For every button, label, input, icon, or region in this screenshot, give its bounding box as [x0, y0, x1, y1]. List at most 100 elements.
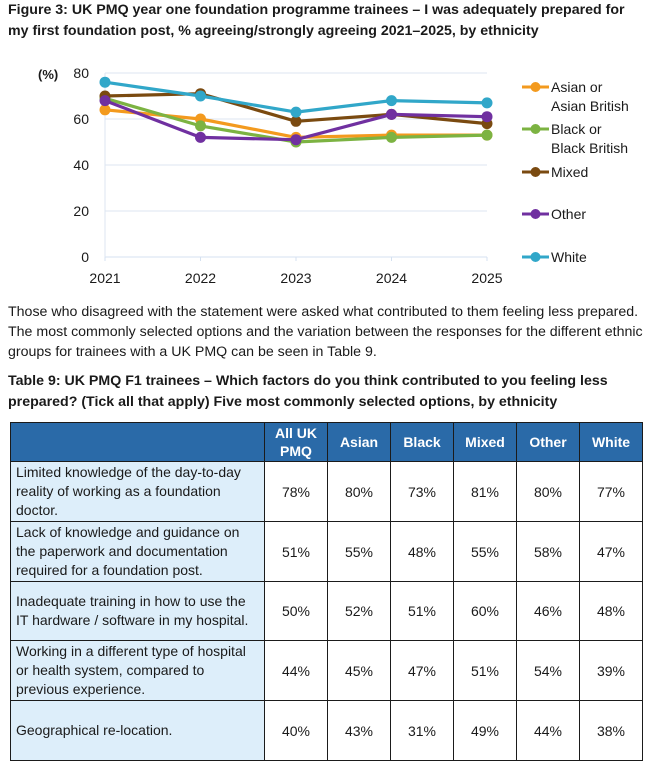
figure-title: Figure 3: UK PMQ year one foundation pro… [8, 2, 625, 39]
table-row: Lack of knowledge and guidance on the pa… [10, 521, 643, 582]
legend-swatch-marker [530, 167, 541, 177]
legend-swatch-marker [530, 209, 541, 219]
value-cell: 77% [579, 461, 643, 522]
data-point [386, 95, 397, 107]
data-point [481, 129, 493, 141]
data-point [99, 95, 111, 107]
table-row: Limited knowledge of the day-to-day real… [10, 461, 643, 522]
value-cell: 51% [453, 640, 517, 701]
data-point [99, 76, 111, 88]
table-title: Table 9: UK PMQ F1 trainees – Which fact… [8, 373, 608, 410]
data-point [195, 120, 206, 132]
value-cell: 51% [264, 521, 328, 582]
table-row: Geographical re-location. 40% 43% 31% 49… [10, 700, 643, 761]
table-row: Working in a different type of hospital … [10, 640, 643, 701]
y-axis-label: (%) [38, 67, 58, 82]
value-cell: 45% [327, 640, 391, 701]
value-cell: 73% [390, 461, 454, 522]
legend-label: Asian or [551, 79, 603, 95]
chart-legend: Asian or Asian British Black or Black Briti… [522, 79, 629, 265]
line-chart: (%) 0 20 40 60 80 2021 2022 2023 2024 2025 Asian… [38, 65, 629, 286]
table-header-row: All UK PMQ Asian Black Mixed Other White [10, 422, 643, 462]
value-cell: 80% [327, 461, 391, 522]
value-cell: 55% [453, 521, 517, 582]
data-point [290, 115, 302, 127]
value-cell: 55% [327, 521, 391, 582]
value-cell: 43% [327, 700, 391, 761]
legend-label: White [551, 249, 587, 265]
header-asian: Asian [327, 422, 391, 462]
value-cell: 52% [327, 581, 391, 641]
series-other [99, 95, 493, 146]
data-point [481, 111, 493, 123]
value-cell: 51% [390, 581, 454, 641]
header-black: Black [390, 422, 454, 462]
data-point [386, 131, 397, 143]
value-cell: 38% [579, 700, 643, 761]
data-point [290, 106, 302, 118]
value-cell: 50% [264, 581, 328, 641]
value-cell: 78% [264, 461, 328, 522]
series-white [99, 76, 493, 118]
y-tick-label: 80 [73, 65, 89, 81]
legend-label: Mixed [551, 164, 588, 180]
data-point [195, 90, 206, 102]
y-tick-label: 0 [81, 249, 89, 265]
value-cell: 31% [390, 700, 454, 761]
table-row: Inadequate training in how to use the IT… [10, 581, 643, 641]
value-cell: 47% [579, 521, 643, 582]
x-tick-label: 2025 [471, 270, 502, 286]
x-tick-label: 2021 [89, 270, 120, 286]
legend-label: Black or [551, 121, 602, 137]
header-all-uk-pmq: All UK PMQ [264, 422, 328, 462]
x-tick-label: 2022 [185, 270, 216, 286]
value-cell: 48% [579, 581, 643, 641]
chart-series [99, 76, 493, 148]
factor-cell: Inadequate training in how to use the IT… [10, 581, 265, 641]
value-cell: 44% [516, 700, 580, 761]
y-tick-label: 60 [73, 111, 89, 127]
legend-item: Other [522, 206, 586, 222]
legend-swatch-marker [530, 124, 541, 134]
data-point [290, 134, 302, 146]
legend-swatch-marker [530, 82, 541, 92]
value-cell: 58% [516, 521, 580, 582]
header-white: White [579, 422, 643, 462]
factor-cell: Lack of knowledge and guidance on the pa… [10, 521, 265, 582]
value-cell: 60% [453, 581, 517, 641]
x-axis-ticks: 2021 2022 2023 2024 2025 [89, 257, 503, 286]
value-cell: 39% [579, 640, 643, 701]
header-other: Other [516, 422, 580, 462]
factor-cell: Geographical re-location. [10, 700, 265, 761]
legend-item: Mixed [522, 164, 588, 180]
data-point [195, 131, 206, 143]
data-point [386, 108, 397, 120]
value-cell: 47% [390, 640, 454, 701]
y-tick-label: 20 [73, 203, 89, 219]
data-point [99, 104, 111, 116]
legend-label: Black British [551, 140, 628, 156]
legend-item: Black or Black British [522, 121, 628, 156]
value-cell: 80% [516, 461, 580, 522]
value-cell: 54% [516, 640, 580, 701]
value-cell: 40% [264, 700, 328, 761]
x-tick-label: 2024 [376, 270, 407, 286]
legend-item: Asian or Asian British [522, 79, 629, 114]
factor-cell: Working in a different type of hospital … [10, 640, 265, 701]
factors-table: All UK PMQ Asian Black Mixed Other White… [10, 422, 643, 761]
legend-label: Asian British [551, 98, 629, 114]
value-cell: 81% [453, 461, 517, 522]
value-cell: 44% [264, 640, 328, 701]
y-tick-label: 40 [73, 157, 89, 173]
y-axis-ticks: 0 20 40 60 80 [73, 65, 89, 265]
data-point [481, 97, 493, 109]
header-mixed: Mixed [453, 422, 517, 462]
x-tick-label: 2023 [280, 270, 311, 286]
value-cell: 48% [390, 521, 454, 582]
value-cell: 49% [453, 700, 517, 761]
legend-item: White [522, 249, 587, 265]
value-cell: 46% [516, 581, 580, 641]
header-factor [10, 422, 265, 462]
factor-cell: Limited knowledge of the day-to-day real… [10, 461, 265, 522]
legend-label: Other [551, 206, 586, 222]
